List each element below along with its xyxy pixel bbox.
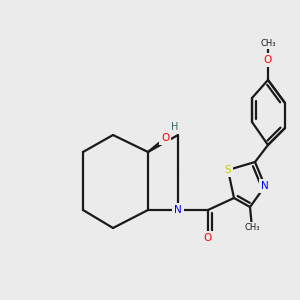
Text: S: S xyxy=(225,165,231,175)
Text: CH₃: CH₃ xyxy=(260,38,276,47)
Text: N: N xyxy=(261,181,269,191)
Text: O: O xyxy=(204,233,212,243)
Text: O: O xyxy=(161,133,169,143)
Text: N: N xyxy=(174,205,182,215)
Text: CH₃: CH₃ xyxy=(244,224,260,232)
Text: H: H xyxy=(171,122,179,132)
Text: O: O xyxy=(264,55,272,65)
